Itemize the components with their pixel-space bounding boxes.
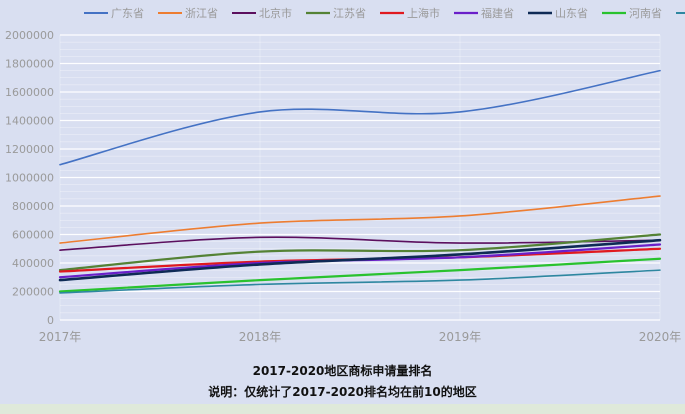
- y-tick-label: 400000: [12, 257, 54, 270]
- line-chart: 0 200000 400000 600000 800000 1000000 1200000 1…: [5, 6, 685, 344]
- series-line: [59, 69, 661, 166]
- y-tick-label: 2000000: [5, 29, 54, 42]
- legend-label: 江苏省: [333, 7, 366, 20]
- legend: 广东省浙江省北京市江苏省上海市福建省山东省河南省四川省: [84, 6, 685, 20]
- series-line: [59, 236, 661, 251]
- y-tick-label: 0: [47, 314, 54, 327]
- footer-strip: [0, 404, 685, 414]
- legend-label: 河南省: [629, 7, 662, 20]
- y-tick-label: 1400000: [5, 115, 54, 128]
- legend-label: 福建省: [481, 6, 514, 20]
- chart-subtitle: 说明：仅统计了2017-2020排名均在前10的地区: [208, 385, 477, 399]
- y-tick-label: 1600000: [5, 86, 54, 99]
- x-tick-label: 2019年: [439, 330, 482, 344]
- x-tick-label: 2017年: [39, 330, 82, 344]
- legend-label: 广东省: [111, 7, 144, 20]
- legend-label: 山东省: [555, 7, 588, 20]
- series-line: [58, 257, 662, 293]
- y-tick-label: 1800000: [5, 58, 54, 71]
- y-tick-label: 1200000: [5, 143, 54, 156]
- series-line: [59, 195, 661, 244]
- legend-label: 浙江省: [185, 7, 218, 20]
- x-tick-label: 2020年: [639, 330, 682, 344]
- x-axis-ticks: 2017年 2018年 2019年 2020年: [39, 330, 682, 344]
- x-tick-label: 2018年: [239, 330, 282, 344]
- legend-label: 北京市: [259, 6, 292, 20]
- series-lines: [58, 69, 662, 294]
- series-line: [58, 233, 662, 272]
- y-tick-label: 600000: [12, 229, 54, 242]
- series-line: [59, 269, 661, 294]
- y-tick-label: 1000000: [5, 172, 54, 185]
- y-tick-label: 800000: [12, 200, 54, 213]
- y-tick-label: 200000: [12, 286, 54, 299]
- chart-title: 2017-2020地区商标申请量排名: [252, 364, 433, 378]
- legend-label: 上海市: [407, 6, 440, 20]
- y-axis-ticks: 0 200000 400000 600000 800000 1000000 1200000 1…: [5, 29, 54, 327]
- series-line: [58, 238, 662, 282]
- grid-layer: [59, 34, 661, 321]
